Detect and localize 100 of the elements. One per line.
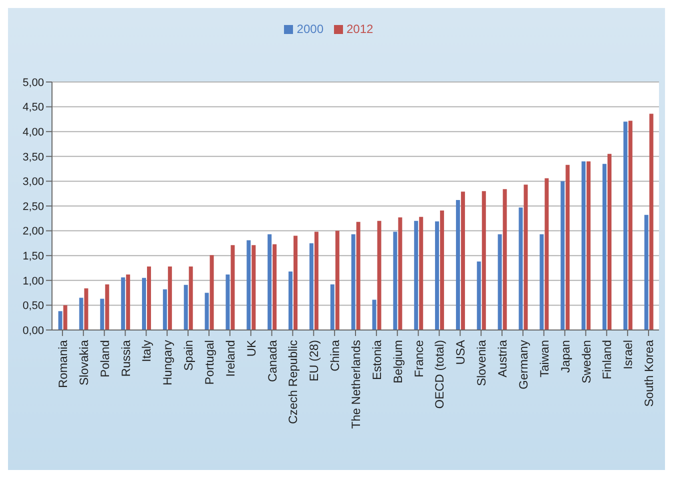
bar: [335, 230, 340, 330]
y-tick-label: 0,00: [22, 324, 44, 337]
x-tick-label: Finland: [600, 340, 614, 380]
x-tick-label: Austria: [496, 340, 510, 378]
bar: [162, 289, 167, 330]
y-tick-label: 2,00: [22, 226, 44, 238]
legend-label: 2000: [296, 22, 324, 36]
bar: [440, 210, 444, 330]
x-tick-label: UK: [244, 340, 258, 357]
bar: [372, 300, 376, 330]
bar: [476, 262, 481, 330]
bar: [58, 311, 62, 330]
bar: [210, 255, 214, 330]
bar: [586, 161, 591, 330]
y-tick-label: 4,00: [22, 126, 44, 139]
x-tick-label: Estonia: [370, 340, 384, 380]
x-tick-label: Germany: [516, 340, 530, 390]
y-tick-label: 4,50: [22, 102, 44, 114]
x-tick-label: Slovakia: [76, 340, 91, 386]
bar: [544, 178, 549, 330]
x-tick-label: The Netherlands: [349, 340, 364, 429]
y-tick-label: 3,00: [22, 176, 44, 188]
x-tick-label: Portugal: [202, 340, 217, 385]
x-tick-label: Taiwan: [537, 340, 552, 378]
bar: [268, 234, 272, 330]
bar: [184, 284, 188, 330]
bar: [398, 217, 402, 330]
x-tick-label: Russia: [118, 340, 133, 377]
x-tick-label: EU (28): [307, 340, 322, 382]
x-tick-label: OECD (total): [432, 340, 447, 409]
x-tick-label: Czech Republic: [286, 340, 300, 424]
x-tick-label: Italy: [140, 340, 154, 362]
bar: [100, 298, 104, 330]
bar: [518, 207, 523, 330]
bar: [582, 161, 586, 330]
x-tick-label: Sweden: [579, 340, 594, 384]
bar: [188, 266, 193, 330]
bar: [498, 234, 502, 330]
bar: [502, 189, 507, 330]
bar: [628, 120, 632, 330]
bar: [330, 284, 334, 330]
x-tick-label: France: [412, 340, 426, 378]
bar: [460, 192, 465, 330]
bar: [540, 234, 544, 330]
y-tick-label: 0,50: [22, 300, 44, 312]
y-tick-label: 1,50: [22, 250, 44, 263]
bar: [377, 220, 382, 330]
bar: [272, 244, 277, 330]
bar: [230, 245, 235, 330]
bar: [288, 271, 293, 330]
bar: [168, 266, 172, 330]
bar: [79, 298, 84, 330]
x-tick-label: Japan: [558, 340, 572, 373]
legend-label: 2012: [346, 22, 374, 36]
bar: [294, 236, 298, 330]
y-tick-label: 5,00: [22, 76, 44, 89]
bar: [121, 277, 126, 330]
x-tick-label: Spain: [182, 340, 196, 371]
bar: [356, 222, 360, 330]
y-tick-label: 2,50: [22, 200, 44, 213]
x-tick-label: South Korea: [642, 340, 656, 407]
bar: [435, 221, 440, 330]
x-tick-label: Belgium: [390, 340, 405, 384]
x-tick-label: Romania: [56, 340, 70, 388]
y-tick-label: 3,50: [22, 151, 44, 164]
bar: [623, 122, 628, 330]
bar: [649, 114, 654, 330]
bar: [566, 164, 570, 330]
bar: [252, 245, 256, 330]
x-tick-label: USA: [454, 340, 468, 365]
bar: [560, 181, 565, 330]
x-tick-label: Israel: [621, 340, 636, 370]
bar: [644, 214, 648, 330]
bar: [246, 240, 251, 330]
bar: [419, 216, 424, 330]
x-tick-label: China: [328, 340, 342, 372]
bar: [393, 232, 398, 330]
bar: [226, 274, 230, 330]
bar: [63, 305, 68, 330]
bar: [204, 292, 209, 330]
x-tick-label: Slovenia: [474, 340, 489, 386]
bar: [456, 200, 460, 330]
bar: [147, 266, 152, 330]
x-tick-label: Canada: [265, 340, 280, 382]
bar: [84, 288, 88, 330]
bar: [524, 184, 528, 330]
bar: [309, 243, 314, 330]
bar: [126, 274, 130, 330]
x-tick-label: Hungary: [160, 340, 175, 386]
bar: [314, 232, 318, 330]
y-tick-label: 1,00: [22, 275, 44, 288]
bar: [482, 191, 486, 330]
bar: [607, 154, 612, 330]
x-tick-label: Poland: [98, 340, 112, 378]
bar: [414, 220, 418, 330]
bar: [602, 164, 606, 330]
x-tick-label: Ireland: [223, 340, 238, 377]
bar: [351, 234, 356, 330]
bar: [105, 284, 110, 330]
bar: [142, 278, 146, 330]
